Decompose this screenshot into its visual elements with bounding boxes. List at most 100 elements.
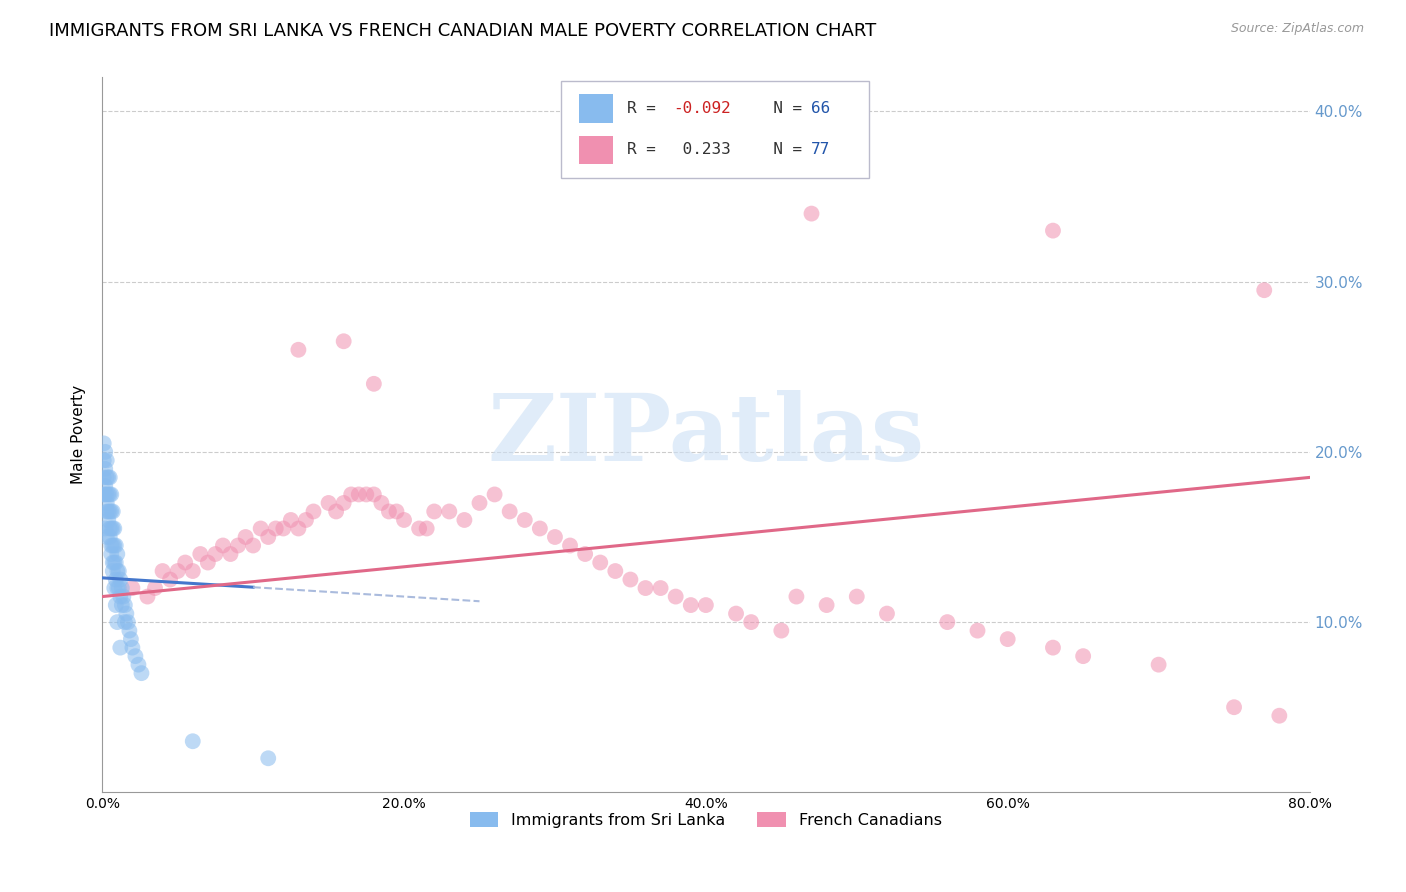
Point [96,470,118,484]
Point [101,564,124,578]
Point [152,564,174,578]
Point [936,615,959,629]
Point [101,521,124,535]
Point [98,521,121,535]
Point [93,487,115,501]
Point [332,496,354,510]
Text: R =: R = [627,101,666,116]
Point [280,513,302,527]
Bar [579,95,613,123]
Point [96,496,118,510]
Point [363,376,385,391]
Point [271,521,294,535]
Point [100,504,122,518]
Point [815,598,838,612]
Point [100,547,122,561]
Point [174,556,197,570]
Text: ZIPatlas: ZIPatlas [488,390,924,480]
Point [103,556,125,570]
Point [98,530,121,544]
Point [101,556,124,570]
Point [197,556,219,570]
Text: 0.233: 0.233 [673,143,731,157]
Point [105,547,128,561]
Point [1042,640,1064,655]
Point [242,539,264,553]
Point [392,513,415,527]
Point [96,487,118,501]
Text: N =: N = [754,101,811,116]
Point [112,590,135,604]
Point [105,564,128,578]
Point [845,590,868,604]
Point [101,539,124,553]
Bar [579,136,613,164]
Point [103,521,125,535]
Point [103,581,125,595]
Point [423,504,446,518]
Point [212,539,235,553]
Point [94,479,117,493]
Legend: Immigrants from Sri Lanka, French Canadians: Immigrants from Sri Lanka, French Canadi… [464,806,949,834]
Point [108,581,131,595]
Text: 77: 77 [811,143,830,157]
Point [619,573,641,587]
Point [226,539,249,553]
Point [96,504,118,518]
Point [318,496,340,510]
Point [408,521,430,535]
Point [166,564,188,578]
Point [340,487,363,501]
Point [159,573,181,587]
Point [356,487,378,501]
Point [378,504,401,518]
Point [97,470,120,484]
Point [143,581,166,595]
Point [605,564,627,578]
Point [287,521,309,535]
Point [235,530,257,544]
Text: -0.092: -0.092 [673,101,731,116]
Point [110,590,132,604]
Point [770,624,793,638]
Point [121,640,143,655]
Point [104,598,127,612]
Point [97,513,120,527]
Point [98,504,121,518]
Point [363,487,385,501]
Point [108,564,131,578]
Point [118,624,141,638]
Point [105,581,128,595]
Point [98,487,121,501]
Point [97,487,120,501]
Point [725,607,748,621]
Point [100,487,122,501]
Point [104,573,127,587]
Point [966,624,988,638]
Point [287,343,309,357]
Point [370,496,392,510]
Point [785,590,807,604]
Point [111,598,134,612]
Point [347,487,370,501]
Point [131,666,153,681]
Text: N =: N = [754,143,811,157]
Point [103,539,125,553]
Point [96,453,118,467]
Point [302,504,325,518]
Point [96,530,118,544]
Y-axis label: Male Poverty: Male Poverty [72,385,86,484]
Point [93,470,115,484]
Point [997,632,1019,647]
Point [94,487,117,501]
Point [468,496,491,510]
Point [121,581,143,595]
Point [876,607,898,621]
Point [93,436,115,450]
Point [385,504,408,518]
Point [1268,708,1291,723]
Point [800,206,823,220]
Point [181,564,204,578]
Point [695,598,717,612]
Point [529,521,551,535]
